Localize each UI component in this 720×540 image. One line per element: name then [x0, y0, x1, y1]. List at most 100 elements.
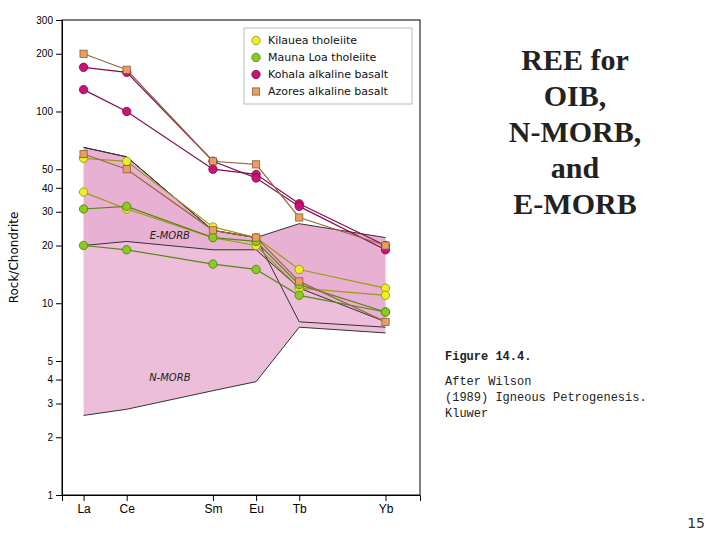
series-line: [84, 154, 386, 322]
series-point: [252, 234, 259, 241]
x-tick: Eu: [249, 495, 264, 516]
y-tick: 20: [42, 240, 62, 251]
plot-frame: [62, 20, 420, 495]
legend-label: Kohala alkaline basalt: [268, 68, 389, 81]
band-boundary: [84, 147, 386, 327]
series-point: [122, 246, 130, 254]
x-tick: Sm: [204, 495, 222, 516]
band-fill: [84, 147, 386, 321]
y-tick-label: 20: [42, 240, 54, 251]
series-point: [209, 157, 217, 165]
y-tick-mark: [56, 361, 62, 362]
x-tick-label: Ce: [120, 502, 136, 516]
legend-label: Mauna Loa tholeiite: [268, 51, 377, 64]
band-boundary: [84, 241, 386, 321]
band-label: N-MORB: [149, 372, 191, 383]
series-point: [295, 202, 303, 210]
y-tick: 40: [42, 182, 62, 193]
legend-marker: [252, 36, 260, 44]
y-tick-mark: [56, 437, 62, 438]
series-point: [209, 158, 216, 165]
series-point: [296, 214, 303, 221]
series-point: [79, 188, 87, 196]
annotation: 15: [687, 515, 705, 531]
band-label: E-MORB: [150, 230, 190, 241]
y-tick-mark: [56, 111, 62, 112]
y-tick-label: 4: [47, 374, 53, 385]
y-axis-title: Rock/Chondrite: [7, 212, 21, 304]
annotation: After Wilson(1989) Igneous Petrogenesis.…: [445, 375, 647, 421]
x-tick-mark: [84, 495, 85, 501]
x-tick: La: [77, 495, 91, 516]
annotation: Figure 14.4.: [445, 350, 531, 364]
x-tick-mark: [385, 495, 386, 501]
series-point: [252, 265, 260, 273]
series-point: [123, 166, 130, 173]
chart: La Ce Sm Eu Tb Yb 1 2 3 4 5 10 20 30 40 50 100 200 300 Rock…: [0, 0, 720, 540]
x-axis: La Ce Sm Eu Tb Yb: [63, 495, 421, 516]
y-tick-label: 50: [42, 164, 54, 175]
x-tick-label: Eu: [249, 502, 264, 516]
x-tick-label: Yb: [379, 502, 394, 516]
band-boundary: [84, 327, 386, 415]
x-tick: Yb: [379, 495, 394, 516]
series-point: [122, 107, 130, 115]
legend-label: Azores alkaline basalt: [268, 85, 389, 98]
y-tick-label: 5: [47, 356, 53, 367]
envelope: [84, 147, 386, 415]
series-point: [381, 241, 389, 249]
x-tick-mark: [213, 495, 214, 501]
y-tick-mark: [56, 380, 62, 381]
plot-area: [79, 50, 389, 415]
series-point: [79, 241, 87, 249]
y-tick-label: 100: [36, 106, 53, 117]
y-tick-label: 2: [47, 432, 53, 443]
y-tick-mark: [56, 188, 62, 189]
legend-marker: [252, 70, 260, 78]
y-tick-label: 300: [36, 15, 53, 26]
y-tick: 1: [47, 490, 62, 501]
y-tick: 50: [42, 164, 62, 175]
y-axis-line: [56, 21, 63, 496]
y-tick: 4: [47, 374, 62, 385]
x-tick-mark: [256, 495, 257, 501]
y-tick-mark: [56, 20, 62, 21]
y-tick-label: 30: [42, 206, 54, 217]
y-tick-label: 10: [42, 298, 54, 309]
series-point: [252, 174, 260, 182]
series-point: [123, 66, 130, 73]
x-tick-mark: [299, 495, 300, 501]
series-point: [295, 265, 303, 273]
y-tick: 3: [47, 398, 62, 409]
x-axis-line: [63, 496, 421, 502]
title: REE forOIB,N-MORB,andE-MORB: [509, 43, 641, 220]
y-tick-mark: [56, 169, 62, 170]
series-point: [209, 165, 217, 173]
y-tick-label: 200: [36, 48, 53, 59]
y-tick: 200: [36, 48, 62, 59]
y-tick: 300: [36, 15, 62, 26]
y-tick: 2: [47, 432, 62, 443]
legend-label: Kilauea tholeiite: [268, 34, 357, 47]
legend-box: [244, 28, 412, 104]
series-point: [79, 63, 87, 71]
series-point: [122, 202, 130, 210]
x-tick-label: La: [77, 502, 91, 516]
legend-marker: [252, 53, 260, 61]
series-line: [84, 246, 386, 312]
series-line: [84, 206, 386, 312]
y-tick: 30: [42, 206, 62, 217]
y-tick-mark: [56, 212, 62, 213]
series-point: [252, 233, 260, 241]
series-point: [296, 278, 303, 285]
x-tick: Tb: [293, 495, 307, 516]
series-point: [209, 233, 217, 241]
series-line: [84, 90, 386, 246]
series-line: [84, 192, 386, 295]
y-tick-label: 3: [47, 398, 53, 409]
series-point: [209, 227, 216, 234]
x-tick-mark: [127, 495, 128, 501]
series-point: [209, 233, 217, 241]
series-point: [252, 161, 259, 168]
series-point: [80, 50, 87, 57]
